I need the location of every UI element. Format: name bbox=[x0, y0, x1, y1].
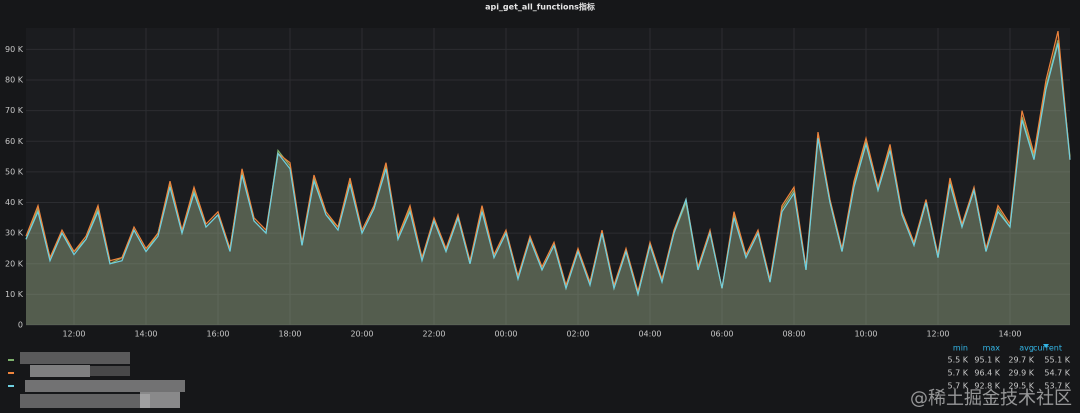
chart-title: api_get_all_functions指标 bbox=[485, 2, 595, 12]
watermark: @稀土掘金技术社区 bbox=[910, 388, 1072, 409]
legend-value: 53.7 K bbox=[1044, 382, 1070, 391]
x-tick-label: 00:00 bbox=[494, 330, 517, 339]
legend-value: 96.4 K bbox=[974, 369, 1000, 378]
legend-value: 29.5 K bbox=[1008, 382, 1034, 391]
x-tick-label: 02:00 bbox=[566, 330, 589, 339]
x-tick-label: 06:00 bbox=[710, 330, 733, 339]
legend-header: min bbox=[953, 344, 968, 353]
legend-value: 5.7 K bbox=[947, 382, 968, 391]
legend-value: 95.1 K bbox=[974, 356, 1000, 365]
y-tick-label: 70 K bbox=[5, 106, 24, 115]
x-tick-label: 14:00 bbox=[134, 330, 157, 339]
x-tick-label: 04:00 bbox=[638, 330, 661, 339]
series-line bbox=[25, 30, 1071, 294]
series-area bbox=[26, 43, 1070, 326]
y-tick-label: 30 K bbox=[5, 229, 24, 238]
legend-value: 92.8 K bbox=[974, 382, 1000, 391]
y-tick-label: 90 K bbox=[5, 45, 24, 54]
y-tick-label: 10 K bbox=[5, 290, 24, 299]
series-line bbox=[25, 43, 1071, 297]
x-tick-label: 10:00 bbox=[854, 330, 877, 339]
legend-value: 5.5 K bbox=[947, 356, 968, 365]
series-name-blur bbox=[20, 352, 185, 408]
legend-header: avg bbox=[1019, 344, 1034, 353]
y-tick-label: 50 K bbox=[5, 167, 24, 176]
legend-value: 29.7 K bbox=[1008, 356, 1034, 365]
legend-value: 55.1 K bbox=[1044, 356, 1070, 365]
x-tick-label: 08:00 bbox=[782, 330, 805, 339]
x-tick-label: 12:00 bbox=[926, 330, 949, 339]
y-tick-label: 0 bbox=[18, 321, 23, 330]
legend-header: max bbox=[983, 344, 1001, 353]
x-tick-label: 12:00 bbox=[62, 330, 85, 339]
x-tick-label: 22:00 bbox=[422, 330, 445, 339]
x-tick-label: 14:00 bbox=[998, 330, 1021, 339]
y-tick-label: 60 K bbox=[5, 137, 24, 146]
x-tick-label: 16:00 bbox=[206, 330, 229, 339]
legend-value: 5.7 K bbox=[947, 369, 968, 378]
series-area bbox=[26, 40, 1070, 325]
legend-value: 54.7 K bbox=[1044, 369, 1070, 378]
y-tick-label: 80 K bbox=[5, 76, 24, 85]
x-tick-label: 18:00 bbox=[278, 330, 301, 339]
y-tick-label: 20 K bbox=[5, 259, 24, 268]
sort-arrow bbox=[1043, 344, 1049, 348]
y-tick-label: 40 K bbox=[5, 198, 24, 207]
legend-value: 29.9 K bbox=[1008, 369, 1034, 378]
series-area bbox=[26, 31, 1070, 325]
legend-header: current bbox=[1033, 344, 1062, 353]
x-tick-label: 20:00 bbox=[350, 330, 373, 339]
